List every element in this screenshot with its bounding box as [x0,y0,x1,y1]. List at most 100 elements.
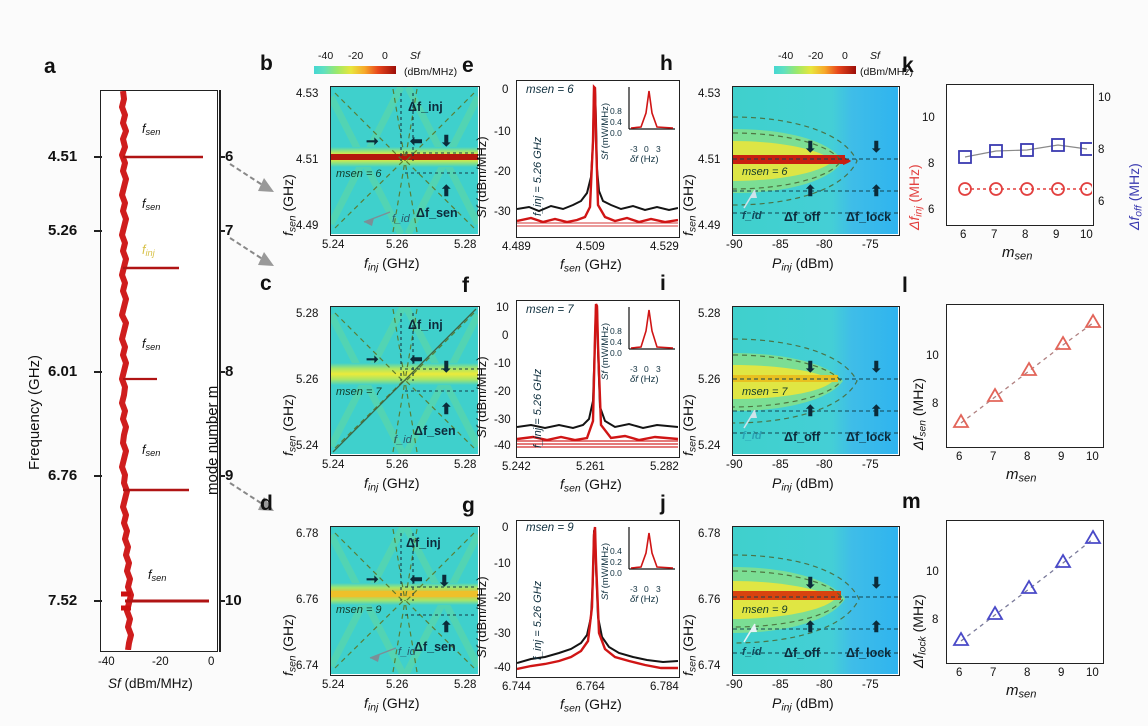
mode-tick-7: 7 [225,222,234,239]
panel-c-mode-text: msen = 7 [336,386,382,398]
mode-tick-mark-10 [219,600,225,602]
fsen-sub: sen [563,483,581,495]
panel-c-xtick-1: 5.26 [386,459,409,471]
panel-d-label-fid: f_id [398,646,416,658]
panel-a-plot-area [100,90,218,652]
panel-m-xtick-2: 8 [1024,667,1031,679]
panel-c-ytick-1: 5.26 [296,374,319,386]
panel-j-label: j [660,492,666,515]
panel-h-xtick-2: -80 [816,239,833,251]
sf-sym-inset: Sf [600,371,611,380]
panel-a: a Frequency (GHz) 4.51 5.26 [0,0,250,726]
panel-i-xtick-2: -80 [816,459,833,471]
panel-h-ylabel: fsen (GHz) [680,174,699,236]
f-inj-subscript: inj [145,248,155,259]
panel-c-heatmap [331,307,478,454]
panel-i-heatmap [733,307,898,454]
f-sen-subscript: sen [145,342,161,353]
panel-g-inset-plot [628,527,675,570]
f-sen-symbol: f [142,122,146,136]
mode-tick-mark-6 [219,156,225,158]
panel-i-arrow-up-off: ⬆ [804,403,817,420]
panel-g-ytick-2: -20 [494,592,511,604]
panel-a-peak-label-4: fsen [148,568,166,583]
pinj-sym: P [772,255,782,271]
panel-b-label-dfinj: Δf_inj [408,100,443,114]
panel-f-inset-ytick-1: 0.4 [610,337,622,347]
panel-j-arrow-up-off: ⬆ [804,619,817,636]
panel-m-ylabel: Δflock (MHz) [910,594,929,668]
fsen-sym: f [280,232,296,236]
panel-a-ytick-1: 5.26 [48,222,78,239]
panel-g-inset-ytick-0: 0.4 [610,546,622,556]
panel-b-arrow-down: ⬇ [440,133,453,150]
panel-a-peak-label-1: fsen [142,197,160,212]
panel-h-heatmap [733,87,898,234]
f-sen-subscript: sen [145,448,161,459]
msen-sym: m [1002,244,1015,261]
panel-g-spectrum [517,526,678,671]
colorbar-h-title-units: (dBm/MHz) [860,66,914,78]
panel-k-ytick-right-1: 8 [1098,144,1105,156]
panel-b-plot-area [330,86,480,236]
msen-sym: m [1006,682,1019,699]
panel-g-inset-ytick-1: 0.2 [610,557,622,567]
panel-b-heatmap [331,87,478,234]
mode-number-axis: mode number m 6 7 8 9 10 [204,0,280,726]
panel-h-arrow-up-lock: ⬆ [870,183,883,200]
panel-j-xlabel: Pinj (dBm) [772,695,834,714]
panel-b-fid-pointer-icon [363,211,391,226]
panel-b-label-dfsen: Δf_sen [416,206,458,220]
panel-c-label-dfsen: Δf_sen [414,424,456,438]
panel-f-mode-text: msen = 7 [526,304,574,316]
panel-d-xlabel: finj (GHz) [364,695,420,714]
panel-e-spectrum [517,84,678,227]
panel-g-xtick-1: 6.764 [576,681,605,693]
mode-tick-8: 8 [225,363,234,380]
panel-i-xtick-3: -75 [862,459,879,471]
panel-a-ytick-mark-2 [94,371,102,373]
mode-tick-9: 9 [225,467,234,484]
colorbar-tick-0: -40 [318,50,334,62]
panel-k-xtick-4: 10 [1080,229,1093,241]
panel-e-ytick-1: -10 [494,126,511,138]
panel-g-xtick-2: 6.784 [650,681,679,693]
panel-d-xtick-1: 5.26 [386,679,409,691]
panel-i-ytick-1: 5.26 [698,374,721,386]
panel-c-label-dfinj: Δf_inj [408,318,443,332]
panel-g-inset-xtick-0: -3 [630,584,638,594]
panel-b-xtick-2: 5.28 [454,239,477,251]
panel-k-ytick-right-0: 10 [1098,92,1111,104]
panel-b-arrow-up: ⬆ [440,183,453,200]
panel-g-ylabel: Sf (dBm/MHz) [474,576,489,658]
panel-j: j fsen (GHz) 6.78 6.76 6.74 [656,488,900,718]
panel-d-plot-area [330,526,480,676]
panel-k-xtick-1: 7 [991,229,998,241]
panel-i-ytick-2: 5.24 [698,440,721,452]
panel-h-ytick-0: 4.53 [698,88,721,100]
panel-a-ytick-mark-1 [94,230,102,232]
panel-f-xtick-2: 5.282 [650,461,679,473]
panel-c-xtick-0: 5.24 [322,459,345,471]
panel-d-xtick-2: 5.28 [454,679,477,691]
fsen-sym: f [680,452,696,456]
f-sen-subscript: sen [145,127,161,138]
panel-i-fid-pointer-icon [743,409,757,429]
panel-h-plot-area [732,86,900,236]
panel-a-ytick-3: 6.76 [48,467,78,484]
panel-f-inset-xlabel: δf (Hz) [630,374,659,385]
panel-m-xtick-3: 9 [1058,667,1065,679]
panel-e-xtick-0: 4.489 [502,241,531,253]
panel-a-xlabel: Sf (dBm/MHz) [108,676,193,691]
panel-j-label-fid: f_id [742,646,762,658]
fsen-sym: f [680,672,696,676]
dfoff-sub: off [1133,205,1145,217]
panel-a-ytick-4: 7.52 [48,592,78,609]
colorbar-pinj: -40 -20 0 Sf (dBm/MHz) [760,50,925,90]
panel-a-peak-label-0: fsen [142,122,160,137]
panel-f-ytick-4: -30 [494,414,511,426]
colorbar-h-tick-2: 0 [842,50,848,62]
panel-i-xlabel: Pinj (dBm) [772,475,834,494]
panel-h-label-dfoff: Δf_off [784,210,821,224]
panel-f-xtick-0: 5.242 [502,461,531,473]
